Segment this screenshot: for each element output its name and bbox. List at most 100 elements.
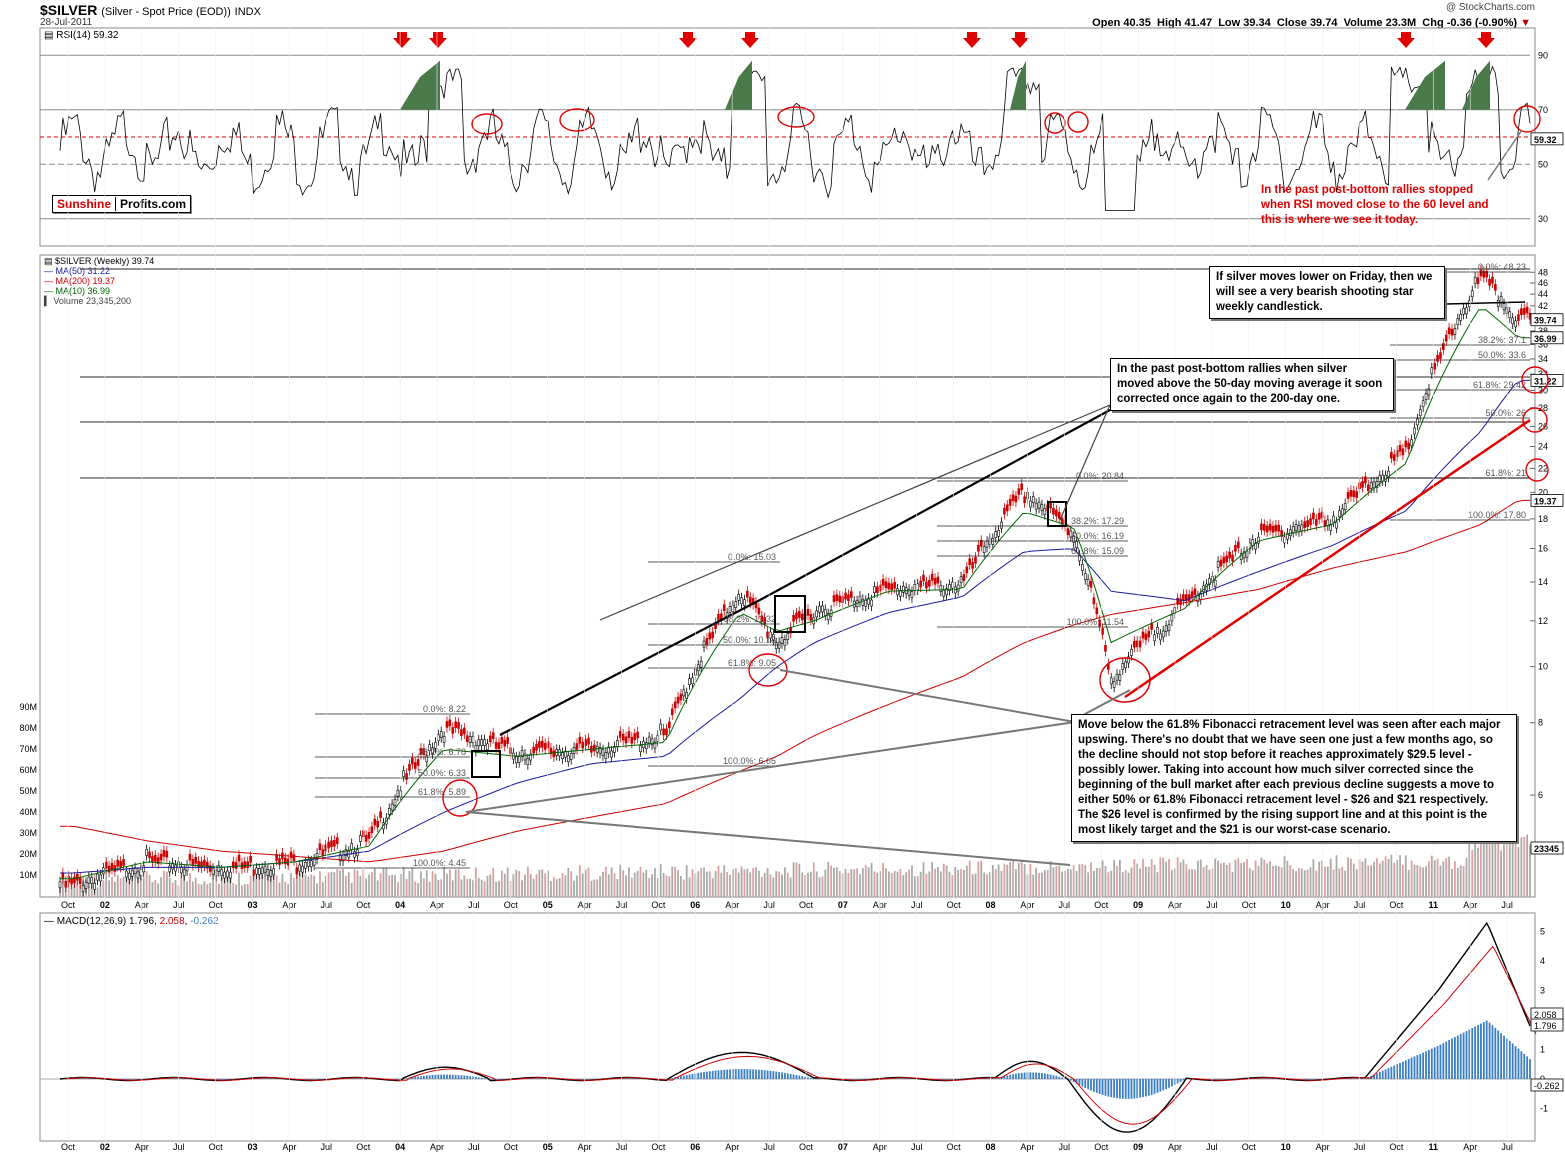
rsi-note-connector xyxy=(1487,129,1523,181)
macd-hist-bar xyxy=(1217,1079,1219,1080)
price-candle xyxy=(1147,630,1151,638)
macd-hist-bar xyxy=(1075,1079,1078,1084)
price-candle xyxy=(1000,521,1003,529)
volume-bar xyxy=(1511,838,1514,897)
macd-hist-bar xyxy=(795,1075,798,1079)
macd-hist-bar xyxy=(630,1078,633,1079)
price-candle xyxy=(1101,627,1104,635)
price-candle xyxy=(223,871,226,879)
macd-hist-bar xyxy=(411,1077,414,1079)
volume-bar xyxy=(555,879,558,897)
macd-hist-bar xyxy=(1471,1028,1474,1079)
price-candle xyxy=(798,611,801,618)
price-candle xyxy=(1086,578,1090,586)
macd-hist-bar xyxy=(1015,1073,1017,1079)
macd-hist-bar xyxy=(1023,1072,1026,1079)
macd-hist-bar xyxy=(948,1079,951,1080)
price-candle xyxy=(902,585,905,593)
volume-bar xyxy=(1361,861,1364,897)
price-candle xyxy=(526,758,530,766)
price-candle xyxy=(1060,517,1064,525)
price-candle xyxy=(699,660,703,668)
volume-bar xyxy=(290,873,292,897)
x-axis-label: Jul xyxy=(173,1142,185,1152)
price-candle xyxy=(1005,504,1009,512)
volume-bar xyxy=(942,863,945,897)
price-candle xyxy=(1340,508,1344,516)
price-candle xyxy=(506,737,509,744)
price-candle xyxy=(208,865,212,872)
price-candle xyxy=(1456,318,1460,325)
macd-hist-bar xyxy=(1260,1078,1263,1079)
volume-bar xyxy=(232,882,235,897)
volume-bar xyxy=(1384,856,1387,897)
macd-hist-bar xyxy=(665,1079,668,1080)
volume-bar xyxy=(347,872,350,897)
price-candle xyxy=(1372,481,1376,489)
volume-bar xyxy=(561,873,564,897)
macd-hist-bar xyxy=(703,1072,705,1079)
macd-tick-label: 4 xyxy=(1540,956,1545,966)
price-candle xyxy=(1332,515,1335,523)
macd-hist-bar xyxy=(425,1075,428,1079)
price-candle xyxy=(1369,481,1373,489)
volume-bar xyxy=(428,881,431,897)
price-candle xyxy=(269,870,273,877)
macd-hist-bar xyxy=(1133,1079,1136,1099)
macd-hist-bar xyxy=(1355,1078,1358,1079)
price-candle xyxy=(197,860,200,868)
volume-bar xyxy=(939,871,942,897)
volume-bar xyxy=(879,871,882,897)
macd-hist-bar xyxy=(79,1078,82,1079)
price-candle xyxy=(821,605,824,613)
macd-hist-bar xyxy=(1396,1064,1399,1079)
ma10-line xyxy=(60,309,1530,880)
price-candle xyxy=(717,614,720,621)
volume-bar xyxy=(991,864,994,897)
price-candle xyxy=(668,721,671,729)
macd-hist-bar xyxy=(1462,1032,1465,1079)
macd-hist-bar xyxy=(1121,1079,1124,1099)
macd-hist-bar xyxy=(1084,1079,1087,1088)
price-candle xyxy=(104,861,108,869)
volume-bar xyxy=(648,877,651,897)
volume-bar xyxy=(281,873,284,897)
volume-bar xyxy=(1491,835,1494,897)
price-candle xyxy=(1014,495,1018,503)
macd-hist-bar xyxy=(457,1075,460,1079)
macd-hist-bar xyxy=(807,1077,809,1079)
volume-bar xyxy=(1381,860,1384,897)
volume-bar xyxy=(778,871,781,897)
volume-bar xyxy=(847,872,850,897)
macd-hist-bar xyxy=(991,1078,994,1079)
price-candle xyxy=(971,562,974,569)
price-candle xyxy=(601,749,605,757)
volume-bar xyxy=(463,875,466,897)
x-axis-label: 06 xyxy=(690,1142,700,1152)
volume-bar xyxy=(1020,861,1023,897)
price-tick-label: 18 xyxy=(1538,514,1548,524)
price-candle xyxy=(133,867,137,874)
price-candle xyxy=(1288,529,1292,537)
price-candle xyxy=(815,610,818,618)
price-candle xyxy=(1257,536,1260,544)
macd-hist-bar xyxy=(1303,1079,1306,1080)
volume-bar xyxy=(261,875,264,897)
macd-hist-bar xyxy=(688,1074,691,1079)
macd-hist-bar xyxy=(737,1069,740,1079)
volume-bar xyxy=(645,869,648,897)
volume-bar xyxy=(1277,866,1280,897)
volume-bar xyxy=(108,880,110,897)
fib-label: 50.0%: 10.18 xyxy=(723,635,776,645)
price-candle xyxy=(411,757,414,765)
price-candle xyxy=(618,731,622,738)
macd-hist-bar xyxy=(313,1079,316,1080)
price-candle xyxy=(1335,521,1338,529)
volume-bar xyxy=(616,879,619,897)
volume-bar xyxy=(986,874,988,897)
volume-bar xyxy=(278,882,281,897)
macd-hist-bar xyxy=(1266,1078,1269,1079)
macd-hist-bar xyxy=(1170,1079,1173,1087)
macd-hist-bar xyxy=(1352,1078,1355,1079)
price-candle xyxy=(968,558,972,566)
